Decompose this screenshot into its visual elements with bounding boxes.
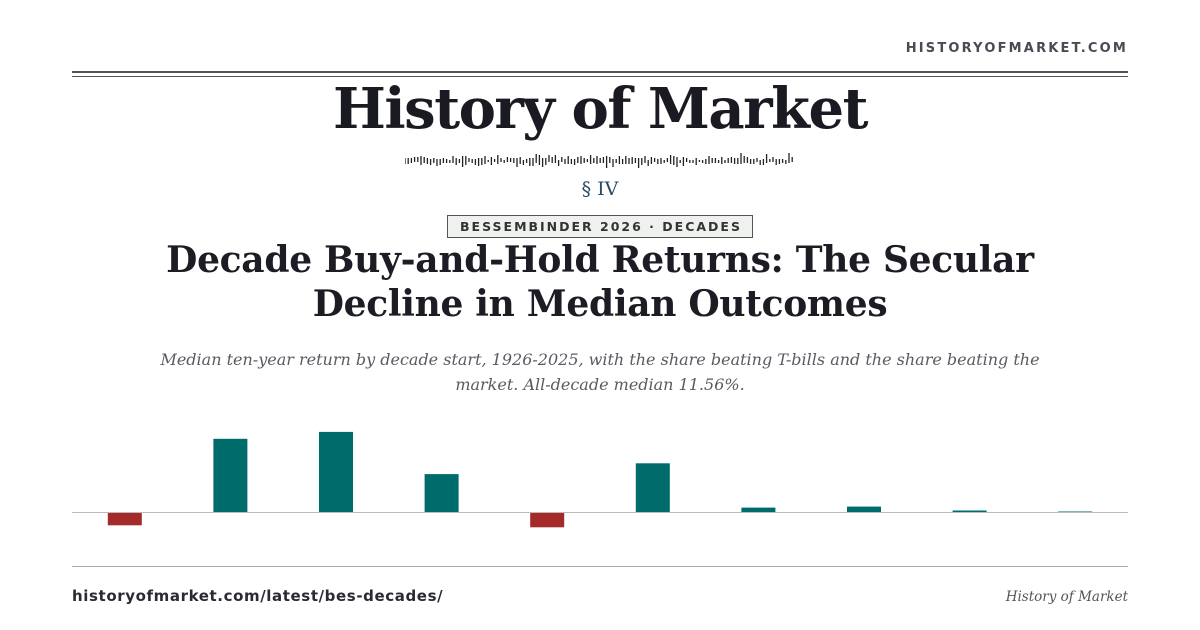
article-dek: Median ten-year return by decade start, … [160, 350, 1040, 394]
footer-url-link[interactable]: historyofmarket.com/latest/bes-decades/ [72, 587, 444, 605]
masthead-title[interactable]: History of Market [333, 76, 868, 142]
masthead-rule [72, 71, 1128, 77]
article-headline: Decade Buy-and-Hold Returns: The Secular… [166, 239, 1034, 325]
chart-bar [424, 474, 459, 513]
chart-bar [741, 507, 776, 513]
chart-bar [530, 512, 565, 528]
chart-bar [319, 431, 353, 513]
chart-bar [107, 512, 142, 526]
kicker-badge: BESSEMBINDER 2026 · DECADES [447, 215, 753, 238]
footer-brand: History of Market [1005, 589, 1128, 605]
footer-rule [72, 566, 1128, 567]
chart-bar [952, 510, 987, 513]
ticker-ornament [405, 153, 793, 168]
decade-returns-chart [72, 431, 1128, 528]
kicker-wrap: BESSEMBINDER 2026 · DECADES [0, 215, 1200, 238]
chart-bar [635, 463, 670, 513]
chart-bar [847, 506, 881, 513]
site-url-top[interactable]: HISTORYOFMARKET.COM [905, 41, 1128, 56]
section-mark: § IV [581, 178, 619, 200]
chart-bar [213, 438, 248, 513]
